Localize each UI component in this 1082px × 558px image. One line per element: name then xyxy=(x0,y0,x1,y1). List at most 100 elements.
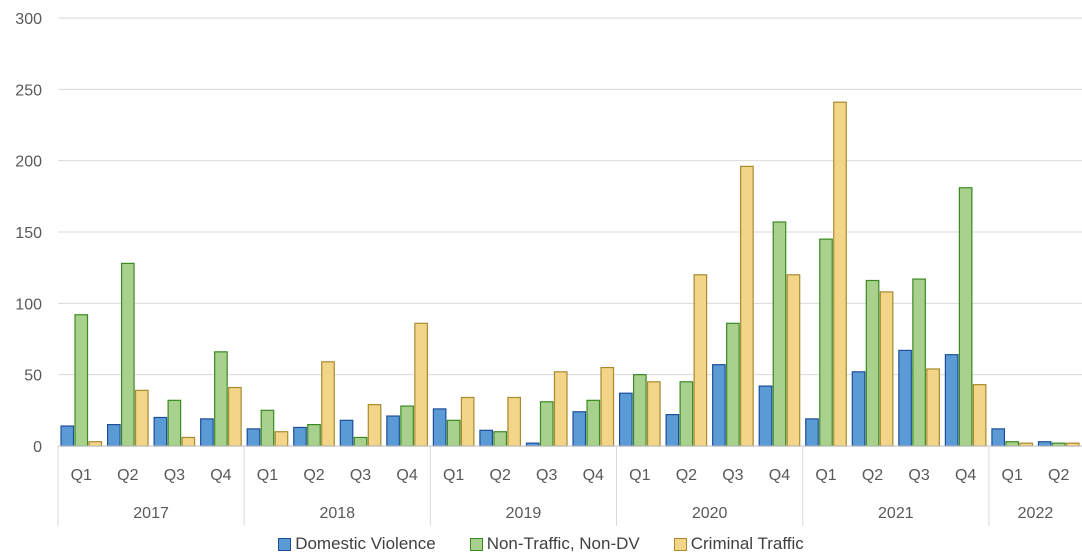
bar-criminal-traffic xyxy=(833,101,847,447)
y-tick-label: 150 xyxy=(15,225,42,242)
bar-criminal-traffic xyxy=(693,274,708,447)
legend-item: Criminal Traffic xyxy=(673,534,804,554)
bar-non-traffic-non-dv xyxy=(446,419,461,447)
bar-criminal-traffic xyxy=(972,384,987,447)
bar-non-traffic-non-dv xyxy=(539,401,554,447)
x-tick-label: Q1 xyxy=(443,467,464,484)
y-tick-label: 0 xyxy=(33,439,42,456)
x-tick-label: Q4 xyxy=(769,467,790,484)
bar-domestic-violence xyxy=(60,425,75,447)
bar-non-traffic-non-dv xyxy=(865,279,880,447)
x-tick-label: Q3 xyxy=(536,467,557,484)
bar-criminal-traffic xyxy=(134,389,149,447)
bar-domestic-violence xyxy=(432,408,447,447)
bar-criminal-traffic xyxy=(926,368,940,447)
bar-non-traffic-non-dv xyxy=(120,262,135,447)
gridlines xyxy=(58,17,1082,376)
bar-non-traffic-non-dv xyxy=(307,424,321,447)
legend-swatch xyxy=(469,537,483,551)
x-tick-label: Q2 xyxy=(676,467,697,484)
x-tick-label: Q3 xyxy=(164,467,185,484)
y-tick-label: 50 xyxy=(24,368,42,385)
bar-non-traffic-non-dv xyxy=(493,431,508,447)
x-tick-label: Q4 xyxy=(396,467,417,484)
y-axis-tick-labels: 0 50 100 150 200 250 300 xyxy=(15,11,42,456)
bar-criminal-traffic xyxy=(414,322,428,447)
y-tick-label: 300 xyxy=(15,11,42,28)
y-tick-label: 200 xyxy=(15,154,42,171)
bar-domestic-violence xyxy=(479,429,494,447)
x-tick-label: Q3 xyxy=(722,467,743,484)
bar-domestic-violence xyxy=(991,428,1006,447)
bar-criminal-traffic xyxy=(88,441,103,447)
bar-domestic-violence xyxy=(153,416,168,447)
x-tick-label: Q4 xyxy=(955,467,976,484)
bar-non-traffic-non-dv xyxy=(772,221,787,447)
bar-criminal-traffic xyxy=(321,361,335,447)
bar-domestic-violence xyxy=(246,428,261,447)
bar-criminal-traffic xyxy=(740,165,754,447)
x-axis: Q1 Q2 Q3 Q4 Q1 Q2 Q3 Q4 Q1 Q2 Q3 Q4 Q1 Q2 Q3 Q4 Q1 Q2 Q3 Q4… xyxy=(57,445,1082,526)
year-label: 2022 xyxy=(1018,505,1054,522)
bar-non-traffic-non-dv xyxy=(74,314,89,447)
legend-item: Domestic Violence xyxy=(278,534,436,554)
bar-criminal-traffic xyxy=(600,366,615,447)
x-tick-label: Q2 xyxy=(490,467,511,484)
bar-domestic-violence xyxy=(898,349,912,447)
bar-criminal-traffic xyxy=(507,396,522,447)
bar-criminal-traffic xyxy=(460,396,475,447)
bar-domestic-violence xyxy=(665,414,680,447)
legend-label: Non-Traffic, Non-DV xyxy=(486,534,640,553)
bar-criminal-traffic xyxy=(181,436,196,447)
bar-non-traffic-non-dv xyxy=(819,238,833,447)
bar-criminal-traffic xyxy=(228,386,242,447)
legend-label: Criminal Traffic xyxy=(690,534,804,553)
year-label: 2018 xyxy=(319,505,355,522)
bar-criminal-traffic xyxy=(646,381,661,447)
bar-non-traffic-non-dv xyxy=(586,399,601,447)
legend: Domestic Violence Non-Traffic, Non-DV Crim… xyxy=(0,534,1082,554)
x-tick-label: Q2 xyxy=(1048,467,1069,484)
x-tick-label: Q4 xyxy=(210,467,231,484)
x-tick-label: Q1 xyxy=(71,467,92,484)
year-label: 2019 xyxy=(506,505,542,522)
bar-domestic-violence xyxy=(712,364,726,447)
bar-domestic-violence xyxy=(851,371,866,447)
bar-non-traffic-non-dv xyxy=(260,409,275,447)
bar-domestic-violence xyxy=(618,392,633,447)
x-tick-label: Q1 xyxy=(1002,467,1023,484)
bar-non-traffic-non-dv xyxy=(958,187,973,447)
legend-label: Domestic Violence xyxy=(295,534,436,553)
y-tick-label: 250 xyxy=(15,82,42,99)
bar-criminal-traffic xyxy=(367,404,382,447)
legend-swatch xyxy=(673,537,687,551)
legend-swatch xyxy=(278,537,292,551)
bar-non-traffic-non-dv xyxy=(353,436,368,447)
bar-non-traffic-non-dv xyxy=(1005,441,1020,447)
bar-criminal-traffic xyxy=(274,431,289,447)
bar-non-traffic-non-dv xyxy=(400,405,414,447)
x-tick-label: Q3 xyxy=(908,467,929,484)
x-tick-label: Q4 xyxy=(583,467,604,484)
legend-item: Non-Traffic, Non-DV xyxy=(469,534,640,554)
bar-non-traffic-non-dv xyxy=(912,278,926,447)
bar-domestic-violence xyxy=(293,426,307,447)
year-label: 2021 xyxy=(878,505,914,522)
x-tick-label: Q3 xyxy=(350,467,371,484)
bar-non-traffic-non-dv xyxy=(167,399,182,447)
bars xyxy=(60,101,1080,447)
bar-domestic-violence xyxy=(200,418,214,447)
x-tick-label: Q2 xyxy=(862,467,883,484)
bar-domestic-violence xyxy=(1037,441,1052,447)
x-tick-label: Q2 xyxy=(117,467,138,484)
bar-non-traffic-non-dv xyxy=(214,351,228,447)
bar-criminal-traffic xyxy=(786,274,801,447)
x-tick-label: Q2 xyxy=(303,467,324,484)
bar-domestic-violence xyxy=(572,411,587,447)
bar-domestic-violence xyxy=(758,385,773,447)
bar-criminal-traffic xyxy=(553,371,568,447)
bar-domestic-violence xyxy=(805,418,819,447)
year-label: 2017 xyxy=(133,505,169,522)
bar-non-traffic-non-dv xyxy=(679,381,694,447)
